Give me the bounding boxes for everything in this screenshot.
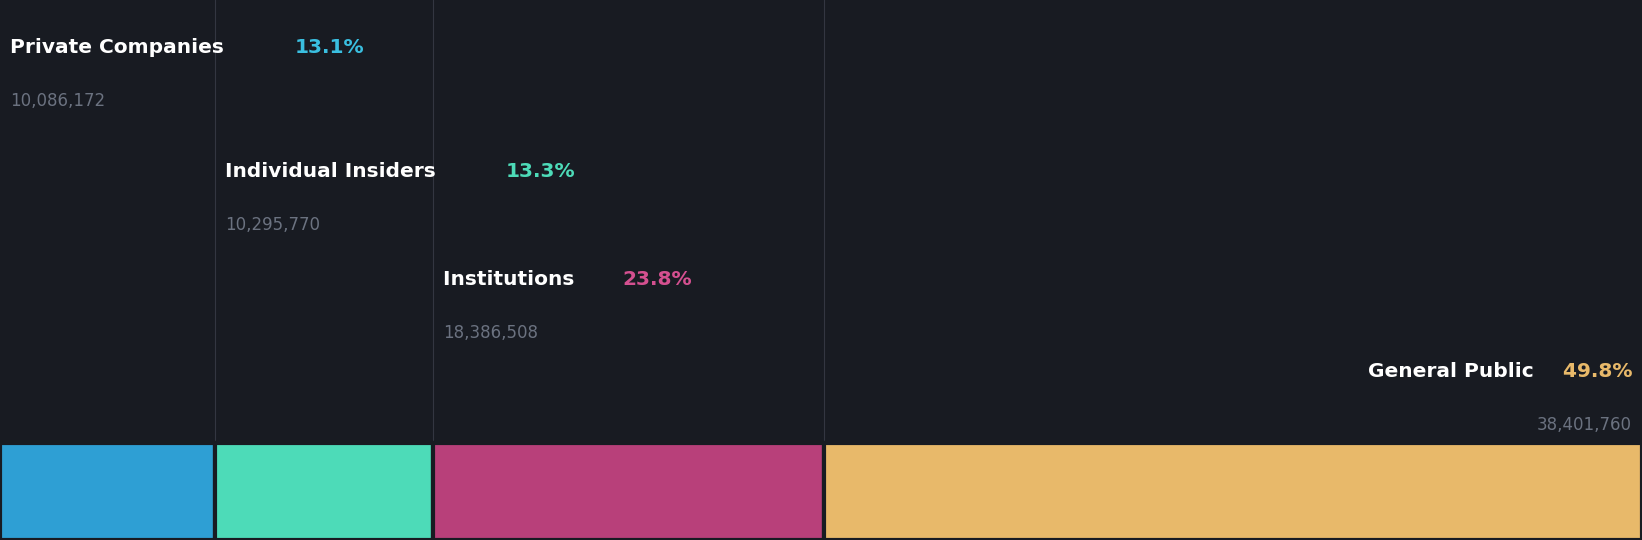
Text: 38,401,760: 38,401,760 bbox=[1537, 416, 1632, 434]
Bar bbox=[433, 443, 824, 540]
Text: Institutions: Institutions bbox=[443, 270, 581, 289]
Text: 10,295,770: 10,295,770 bbox=[225, 216, 320, 234]
Bar bbox=[0, 443, 215, 540]
Text: Private Companies: Private Companies bbox=[10, 38, 232, 57]
Text: Individual Insiders: Individual Insiders bbox=[225, 162, 443, 181]
Text: 18,386,508: 18,386,508 bbox=[443, 324, 539, 342]
Text: 10,086,172: 10,086,172 bbox=[10, 92, 105, 110]
Text: 23.8%: 23.8% bbox=[622, 270, 691, 289]
Text: General Public: General Public bbox=[1368, 362, 1534, 381]
Bar bbox=[824, 443, 1642, 540]
Text: 13.1%: 13.1% bbox=[296, 38, 365, 57]
Bar bbox=[215, 443, 433, 540]
Text: 49.8%: 49.8% bbox=[1555, 362, 1632, 381]
Text: 13.3%: 13.3% bbox=[506, 162, 576, 181]
